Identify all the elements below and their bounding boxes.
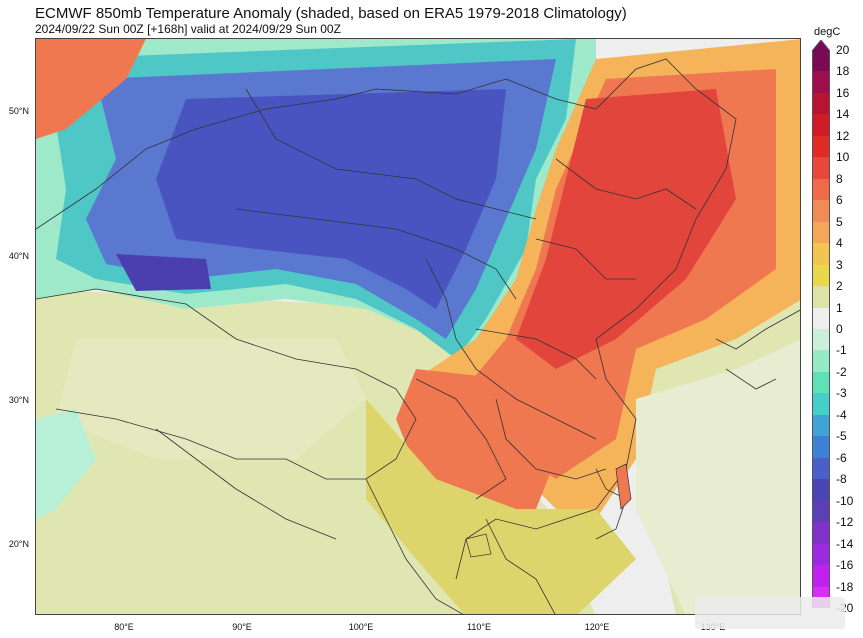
taiwan-island bbox=[615, 463, 632, 510]
colorbar-segment bbox=[812, 50, 830, 72]
colorbar-tick-label: 14 bbox=[836, 107, 850, 122]
watermark-overlay bbox=[695, 597, 845, 629]
cold-anomaly-tarim bbox=[116, 254, 211, 291]
colorbar-segment bbox=[812, 414, 830, 437]
colorbar-tick-label: 12 bbox=[836, 128, 850, 143]
warm-anomaly-core bbox=[516, 89, 736, 369]
colorbar-segment bbox=[812, 286, 830, 309]
colorbar-unit: degC bbox=[814, 26, 841, 38]
pale-warm-region-west bbox=[56, 339, 366, 459]
warm-anomaly-south bbox=[396, 369, 556, 509]
colorbar-segment bbox=[812, 329, 830, 351]
lat-label: 50°N bbox=[8, 106, 29, 116]
colorbar-segment bbox=[812, 543, 830, 566]
cold-anomaly-core bbox=[156, 89, 506, 309]
colorbar-tick-label: 10 bbox=[836, 150, 850, 165]
colorbar-tick-label: 16 bbox=[836, 85, 850, 100]
colorbar-tick-label: -16 bbox=[836, 558, 854, 573]
colorbar-segment bbox=[812, 393, 830, 416]
colorbar-segment bbox=[812, 565, 830, 588]
mild-warm-south bbox=[366, 399, 636, 614]
warm-anomaly-northwest bbox=[36, 39, 146, 139]
colorbar-tick-label: -1 bbox=[836, 343, 847, 358]
colorbar-tick-label: -4 bbox=[836, 407, 847, 422]
colorbar-tick-label: 5 bbox=[836, 214, 843, 229]
map-title: ECMWF 850mb Temperature Anomaly (shaded,… bbox=[35, 5, 627, 22]
cool-anomaly-southwest bbox=[36, 409, 96, 519]
anomaly-field bbox=[36, 39, 800, 614]
colorbar-tick-label: 4 bbox=[836, 236, 843, 251]
colorbar-segment bbox=[812, 479, 830, 502]
colorbar-segment bbox=[812, 436, 830, 459]
lon-label: 100°E bbox=[348, 622, 374, 632]
colorbar-tick-label: -2 bbox=[836, 364, 847, 379]
colorbar-tick-label: -3 bbox=[836, 386, 847, 401]
colorbar-tick-label: 6 bbox=[836, 193, 843, 208]
lon-label: 80°E bbox=[114, 622, 134, 632]
lon-label: 120°E bbox=[584, 622, 610, 632]
colorbar-tick-label: -8 bbox=[836, 472, 847, 487]
colorbar-segment bbox=[812, 135, 830, 158]
colorbar-segment bbox=[812, 350, 830, 373]
colorbar-tick-label: -12 bbox=[836, 515, 854, 530]
colorbar-tick-label: 2 bbox=[836, 279, 843, 294]
lat-label: 30°N bbox=[8, 395, 29, 405]
colorbar-segment bbox=[812, 371, 830, 394]
colorbar-segment bbox=[812, 178, 830, 201]
colorbar-tick-label: -10 bbox=[836, 493, 854, 508]
colorbar-tick-label: 1 bbox=[836, 300, 843, 315]
hainan-island bbox=[465, 533, 492, 558]
anomaly-map bbox=[35, 38, 801, 615]
colorbar-tick-label: -18 bbox=[836, 579, 854, 594]
colorbar bbox=[812, 50, 830, 609]
colorbar-segment bbox=[812, 92, 830, 115]
colorbar-segment bbox=[812, 114, 830, 137]
colorbar-tick-label: 20 bbox=[836, 43, 850, 57]
lon-label: 90°E bbox=[232, 622, 252, 632]
colorbar-top-arrow bbox=[812, 40, 830, 51]
colorbar-segment bbox=[812, 457, 830, 480]
colorbar-segment bbox=[812, 307, 830, 330]
lat-label: 40°N bbox=[8, 251, 29, 261]
colorbar-tick-label: 8 bbox=[836, 171, 843, 186]
colorbar-tick-label: 18 bbox=[836, 64, 850, 79]
colorbar-tick-label: -6 bbox=[836, 450, 847, 465]
colorbar-tick-label: -14 bbox=[836, 536, 854, 551]
lon-label: 110°E bbox=[467, 622, 491, 632]
colorbar-segment bbox=[812, 500, 830, 523]
colorbar-tick-label: 3 bbox=[836, 257, 843, 272]
colorbar-segment bbox=[812, 264, 830, 287]
colorbar-tick-label: -5 bbox=[836, 429, 847, 444]
map-subtitle: 2024/09/22 Sun 00Z [+168h] valid at 2024… bbox=[35, 22, 341, 36]
mild-region-sea bbox=[636, 339, 800, 614]
colorbar-segment bbox=[812, 221, 830, 244]
colorbar-tick-label: 0 bbox=[836, 322, 843, 336]
colorbar-segment bbox=[812, 71, 830, 94]
colorbar-segment bbox=[812, 157, 830, 180]
colorbar-segment bbox=[812, 243, 830, 266]
colorbar-segment bbox=[812, 200, 830, 223]
lat-label: 20°N bbox=[8, 539, 29, 549]
colorbar-segment bbox=[812, 522, 830, 545]
